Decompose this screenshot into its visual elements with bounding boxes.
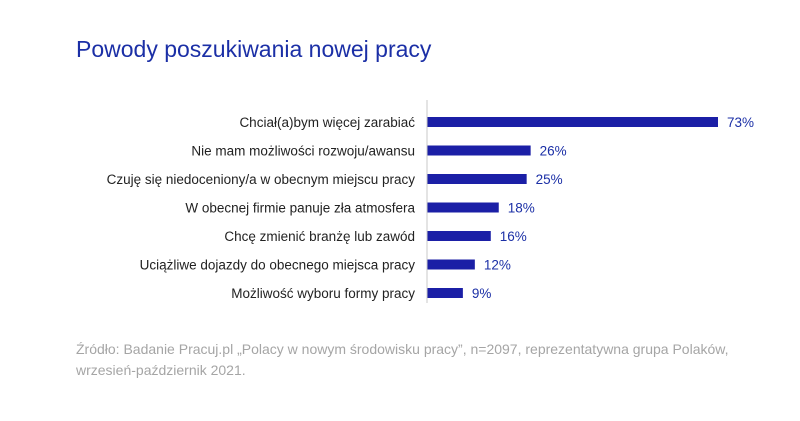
bars-layer: Chciał(a)bym więcej zarabiać 73% Nie mam m… <box>107 115 754 301</box>
category-label: Czuję się niedoceniony/a w obecnym miejs… <box>107 172 416 187</box>
source-note: Źródło: Badanie Pracuj.pl „Polacy w nowy… <box>76 341 729 378</box>
chart-title: Powody poszukiwania nowej pracy <box>76 36 432 62</box>
bar <box>427 202 499 213</box>
category-label: Uciążliwe dojazdy do obecnego miejsca pr… <box>140 258 416 273</box>
value-label: 16% <box>500 229 527 244</box>
bar <box>427 117 718 127</box>
bar <box>427 288 463 298</box>
value-label: 25% <box>536 172 563 187</box>
value-label: 73% <box>727 115 754 130</box>
category-label: Chciał(a)bym więcej zarabiać <box>239 115 415 130</box>
category-label: Chcę zmienić branżę lub zawód <box>224 229 415 244</box>
value-label: 12% <box>484 258 511 273</box>
value-label: 9% <box>472 286 492 301</box>
category-label: Nie mam możliwości rozwoju/awansu <box>191 144 415 159</box>
bar <box>427 145 531 156</box>
category-label: Możliwość wyboru formy pracy <box>231 286 415 301</box>
bar <box>427 174 527 184</box>
value-label: 18% <box>508 201 535 216</box>
value-label: 26% <box>540 144 567 159</box>
category-label: W obecnej firmie panuje zła atmosfera <box>185 201 415 216</box>
bar <box>427 231 491 241</box>
bar <box>427 259 475 270</box>
